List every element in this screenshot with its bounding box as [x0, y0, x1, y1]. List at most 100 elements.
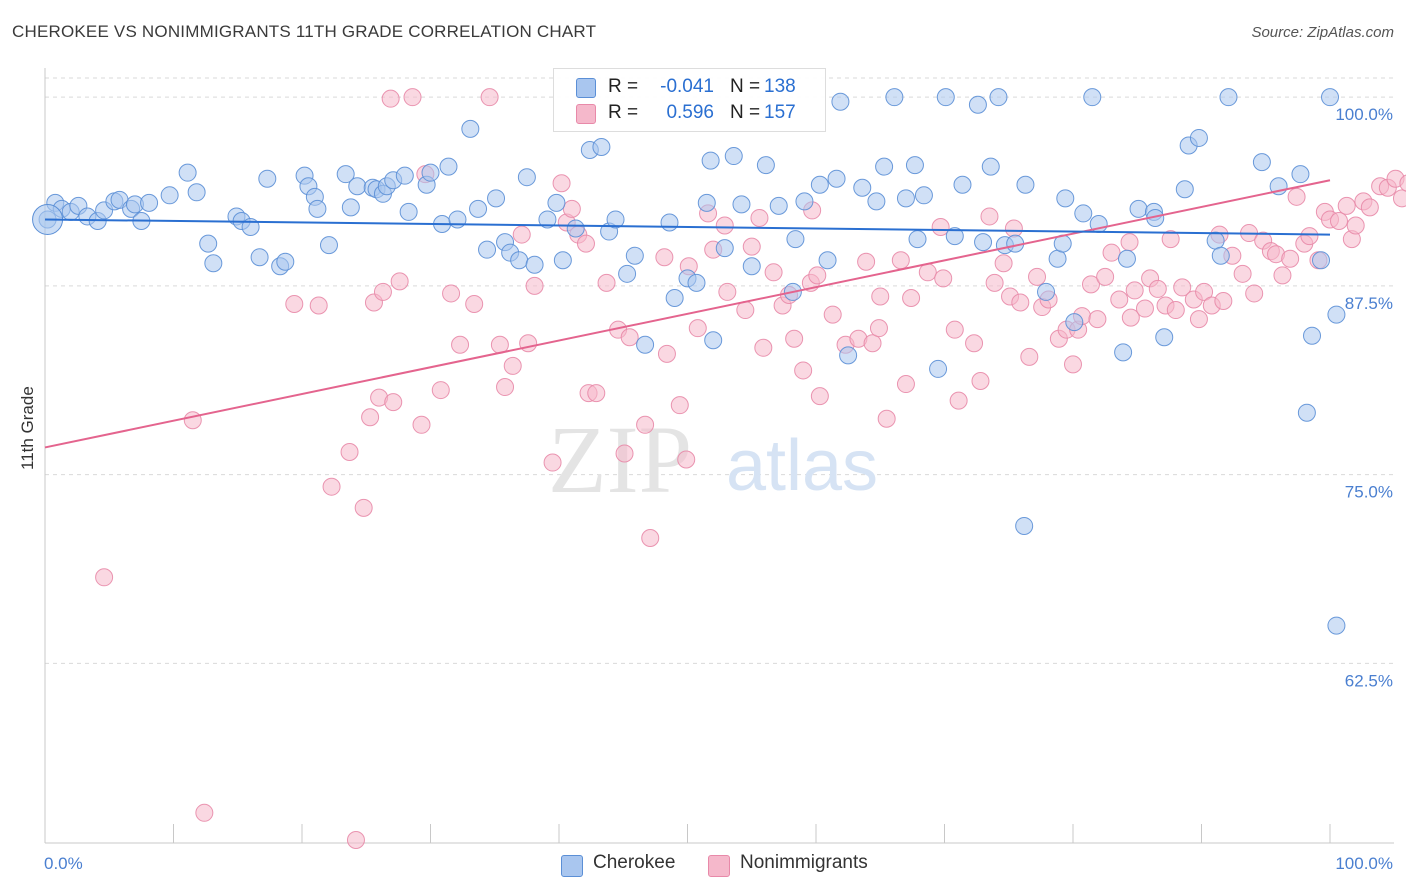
nonimmigrants-point: [552, 174, 571, 193]
nonimmigrants-point: [503, 356, 522, 375]
nonimmigrants-point: [340, 442, 359, 461]
cherokee-point: [968, 95, 987, 114]
y-tick-label: 87.5%: [1345, 294, 1393, 313]
nonimmigrants-point: [823, 305, 842, 324]
cherokee-point: [1327, 305, 1346, 324]
nonimmigrants-point: [95, 568, 114, 587]
cherokee-point: [827, 169, 846, 188]
cherokee-point: [618, 264, 637, 283]
cherokee-point: [905, 156, 924, 175]
nonimmigrants-point: [615, 444, 634, 463]
cherokee-point: [1129, 199, 1148, 218]
nonimmigrants-point: [525, 276, 544, 295]
cherokee-point: [592, 137, 611, 156]
nonimmigrants-point: [750, 208, 769, 227]
nonimmigrants-point: [431, 381, 450, 400]
nonimmigrants-point: [949, 391, 968, 410]
nonimmigrants-point: [688, 319, 707, 338]
cherokee-point: [258, 169, 277, 188]
nonimmigrants-point: [1189, 310, 1208, 329]
nonimmigrants-point: [863, 334, 882, 353]
bottom-legend-swatch-cherokee: [561, 855, 583, 877]
nonimmigrants-point: [1064, 355, 1082, 374]
nonimmigrants-point: [195, 803, 214, 822]
y-axis-label: 11th Grade: [18, 386, 37, 470]
nonimmigrants-point: [480, 88, 499, 107]
y-tick-label: 62.5%: [1345, 671, 1393, 690]
cherokee-point: [936, 88, 955, 107]
nonimmigrants-point: [1195, 282, 1214, 301]
trend-lines: [44, 179, 1331, 449]
nonimmigrants-point: [1020, 347, 1039, 366]
cherokee-trend-line: [44, 218, 1331, 236]
nonimmigrants-point: [670, 396, 689, 415]
cherokee-point: [945, 227, 964, 246]
cherokee-point: [742, 257, 761, 276]
nonimmigrants-point: [934, 269, 953, 288]
bottom-legend-swatch-nonimmigrants: [708, 855, 730, 877]
nonimmigrants-point: [1125, 281, 1144, 300]
nonimmigrants-point: [808, 266, 827, 285]
nonimmigrants-point: [451, 335, 470, 354]
watermark-atlas: atlas: [726, 426, 878, 506]
nonimmigrants-point: [285, 295, 304, 314]
nonimmigrants-point: [183, 411, 202, 430]
source-label: Source: ZipAtlas.com: [1251, 24, 1394, 41]
cherokee-point: [636, 335, 655, 354]
cherokee-point: [687, 273, 706, 292]
nonimmigrants-point: [810, 387, 829, 406]
nonimmigrants-point: [309, 296, 328, 315]
cherokee-point: [839, 346, 858, 365]
cherokee-point: [665, 288, 684, 307]
nonimmigrants-point: [971, 372, 990, 391]
nonimmigrants-point: [496, 378, 515, 397]
cherokee-point: [1074, 204, 1093, 223]
grid-lines: [45, 77, 1394, 664]
legend: R = -0.041 N = 138 R = 0.596 N = 157: [553, 68, 826, 132]
cherokee-point: [875, 157, 894, 176]
cherokee-point: [810, 175, 829, 194]
cherokee-point: [1037, 282, 1056, 301]
nonimmigrants-point: [361, 408, 380, 427]
cherokee-point: [341, 198, 360, 217]
nonimmigrants-point: [1102, 243, 1121, 262]
cherokee-point: [187, 183, 206, 202]
nonimmigrants-point: [322, 477, 341, 496]
nonimmigrants-point: [1399, 174, 1406, 192]
cherokee-point: [348, 177, 367, 196]
cherokee-point: [1206, 231, 1225, 250]
cherokee-point: [178, 163, 197, 182]
cherokee-point: [1291, 165, 1310, 184]
nonimmigrants-point: [891, 251, 910, 270]
cherokee-point: [1016, 175, 1035, 194]
cherokee-point: [701, 151, 720, 170]
bottom-legend-label-cherokee: Cherokee: [593, 852, 676, 873]
tick-labels: 100.0% 87.5% 75.0% 62.5% 0.0% 100.0%: [44, 105, 1393, 873]
legend-n-label: N =: [730, 76, 761, 97]
cherokee-point: [625, 246, 644, 265]
legend-n-value-cherokee: 138: [764, 76, 796, 97]
nonimmigrants-point: [381, 89, 400, 108]
nonimmigrants-point: [1233, 264, 1252, 283]
cherokee-point: [732, 195, 751, 214]
cherokee-point: [974, 233, 993, 252]
nonimmigrants-point: [465, 295, 484, 314]
nonimmigrants-point: [442, 284, 461, 303]
legend-r-label: R =: [608, 76, 639, 97]
nonimmigrants-point: [1214, 291, 1233, 310]
nonimmigrants-point: [718, 282, 737, 301]
cherokee-point: [715, 239, 734, 258]
axes: [44, 68, 1394, 844]
cherokee-point: [1321, 88, 1339, 107]
cherokee-point: [538, 210, 557, 229]
cherokee-point: [1056, 189, 1075, 208]
nonimmigrants-point: [1346, 216, 1365, 235]
nonimmigrants-point: [1360, 198, 1379, 217]
legend-r-label: R =: [608, 102, 639, 123]
nonimmigrants-point: [597, 273, 616, 292]
nonimmigrants-point: [1004, 219, 1023, 238]
cherokee-point: [1252, 153, 1271, 172]
nonimmigrants-point: [1088, 310, 1107, 329]
nonimmigrants-point: [354, 498, 373, 517]
